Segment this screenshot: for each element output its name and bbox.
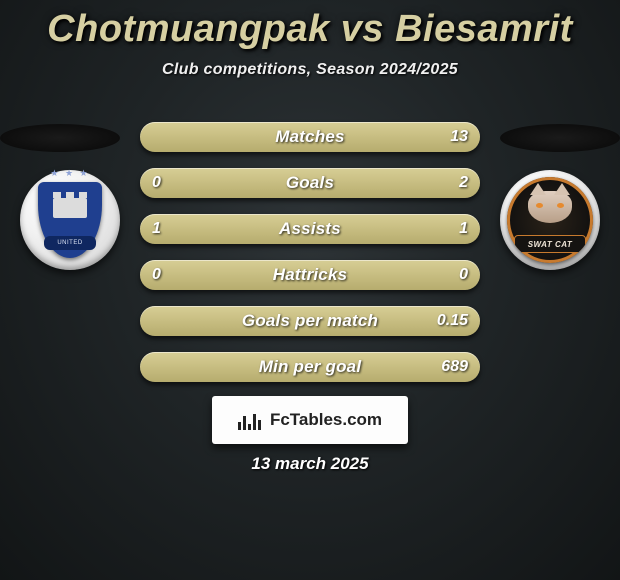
- stat-label: Goals per match: [140, 311, 480, 331]
- club-badge-right: SWAT CAT: [500, 170, 600, 270]
- crest-left-icon: UNITED: [38, 182, 102, 258]
- stat-left-value: 0: [152, 174, 161, 192]
- shadow-right: [500, 124, 620, 152]
- badge-plate-right: SWAT CAT: [500, 170, 600, 270]
- stat-label: Assists: [140, 219, 480, 239]
- page-subtitle: Club competitions, Season 2024/2025: [0, 61, 620, 79]
- stat-right-value: 0: [459, 266, 468, 284]
- stat-left-value: 0: [152, 266, 161, 284]
- stat-label: Min per goal: [140, 357, 480, 377]
- crest-right-icon: SWAT CAT: [507, 177, 593, 263]
- page-title: Chotmuangpak vs Biesamrit: [0, 0, 620, 51]
- crest-right-ribbon: SWAT CAT: [514, 235, 586, 253]
- stat-right-value: 2: [459, 174, 468, 192]
- stat-bar: 1Assists1: [140, 214, 480, 244]
- badge-plate-left: UNITED: [20, 170, 120, 270]
- stat-bar: Min per goal689: [140, 352, 480, 382]
- brand-card: FcTables.com: [212, 396, 408, 444]
- stat-left-value: 1: [152, 220, 161, 238]
- stat-label: Goals: [140, 173, 480, 193]
- stat-bar: 0Hattricks0: [140, 260, 480, 290]
- shadow-left: [0, 124, 120, 152]
- stat-right-value: 689: [441, 358, 468, 376]
- date-label: 13 march 2025: [0, 454, 620, 474]
- stat-right-value: 13: [450, 128, 468, 146]
- brand-logo-icon: [238, 410, 264, 430]
- brand-text: FcTables.com: [270, 410, 382, 430]
- crest-right-eyes-icon: [536, 203, 564, 208]
- stat-bar: Matches13: [140, 122, 480, 152]
- stat-bar: 0Goals2: [140, 168, 480, 198]
- stat-bars: Matches130Goals21Assists10Hattricks0Goal…: [140, 122, 480, 398]
- crest-left-castle-icon: [53, 198, 87, 218]
- stat-label: Matches: [140, 127, 480, 147]
- crest-left-banner: UNITED: [44, 236, 96, 250]
- stat-right-value: 1: [459, 220, 468, 238]
- stat-bar: Goals per match0.15: [140, 306, 480, 336]
- stat-label: Hattricks: [140, 265, 480, 285]
- club-badge-left: UNITED: [20, 170, 120, 270]
- stat-right-value: 0.15: [437, 312, 468, 330]
